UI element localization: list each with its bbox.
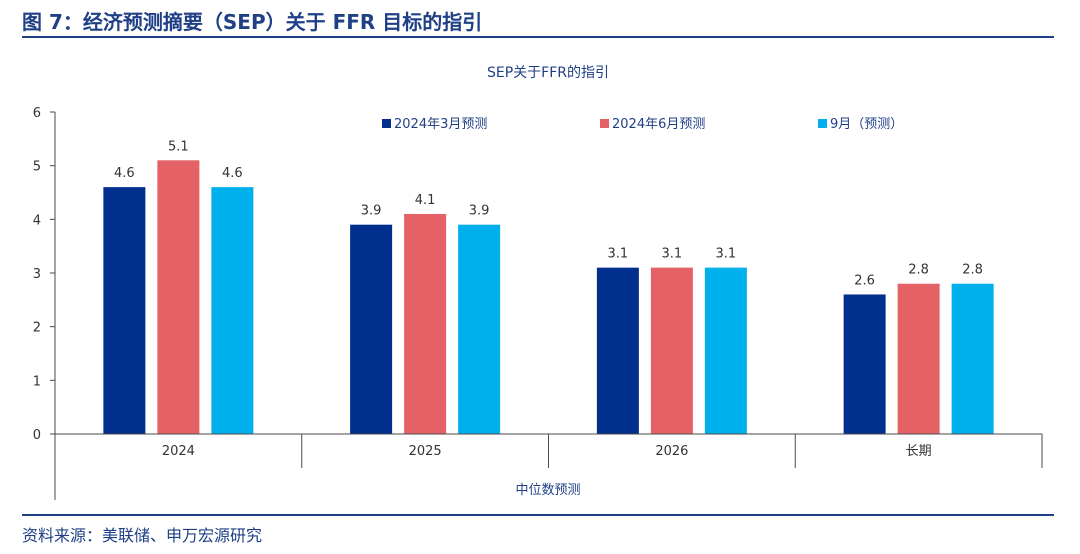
y-tick-label: 2 [33, 321, 41, 336]
y-tick-label: 5 [33, 160, 41, 175]
bar [211, 187, 254, 434]
bar-value-label: 4.6 [222, 166, 243, 181]
bar [458, 224, 501, 434]
bar [350, 224, 393, 434]
legend-label: 2024年3月预测 [394, 117, 487, 132]
legend-label: 2024年6月预测 [612, 117, 705, 132]
bar-value-label: 3.9 [469, 204, 490, 219]
legend-swatch [600, 119, 609, 128]
bar [843, 294, 886, 434]
bar-value-label: 3.1 [716, 247, 737, 262]
legend: 2024年3月预测 2024年6月预测 9月（预测） [382, 117, 903, 132]
figure-title: 图 7：经济预测摘要（SEP）关于 FFR 目标的指引 [22, 10, 483, 34]
bar-value-label: 4.1 [415, 193, 436, 208]
source-note: 资料来源：美联储、申万宏源研究 [22, 526, 263, 545]
x-tick-label: 长期 [906, 444, 932, 459]
bar [596, 267, 639, 434]
y-tick-label: 3 [33, 267, 41, 282]
bar-value-label: 3.1 [608, 247, 629, 262]
y-axis: 0 1 2 3 4 5 6 [33, 106, 56, 500]
bar-value-label: 3.9 [361, 204, 382, 219]
legend-swatch [818, 119, 827, 128]
bar-value-label: 3.1 [662, 247, 683, 262]
x-tick-label: 2024 [162, 444, 195, 459]
chart-title: SEP关于FFR的指引 [487, 65, 609, 81]
bar [157, 160, 200, 435]
bar-value-label: 4.6 [114, 166, 135, 181]
bar-value-label: 2.8 [962, 263, 983, 278]
y-tick-label: 6 [33, 106, 41, 121]
x-tick-label: 2026 [655, 444, 688, 459]
legend-swatch [382, 119, 391, 128]
y-tick-label: 0 [33, 428, 41, 443]
bar [951, 283, 994, 434]
bar [404, 213, 447, 434]
top-rule [22, 36, 1054, 38]
x-axis-label: 中位数预测 [515, 483, 580, 498]
bars: 4.6 5.1 4.6 3.9 4.1 3.9 3.1 3.1 3.1 2.6 2.8 2.8 [103, 139, 994, 435]
bottom-rule [22, 514, 1054, 516]
bar-value-label: 2.8 [908, 263, 929, 278]
y-tick-label: 4 [33, 213, 41, 228]
y-tick-label: 1 [33, 374, 41, 389]
bar [897, 283, 940, 434]
bar-value-label: 2.6 [854, 273, 875, 288]
bar-value-label: 5.1 [168, 139, 189, 154]
bar [650, 267, 693, 434]
x-tick-label: 2025 [409, 444, 442, 459]
bar [103, 187, 146, 434]
x-axis: 2024 2025 2026 长期 [54, 433, 1043, 468]
legend-label: 9月（预测） [830, 117, 903, 132]
bar [704, 267, 747, 434]
